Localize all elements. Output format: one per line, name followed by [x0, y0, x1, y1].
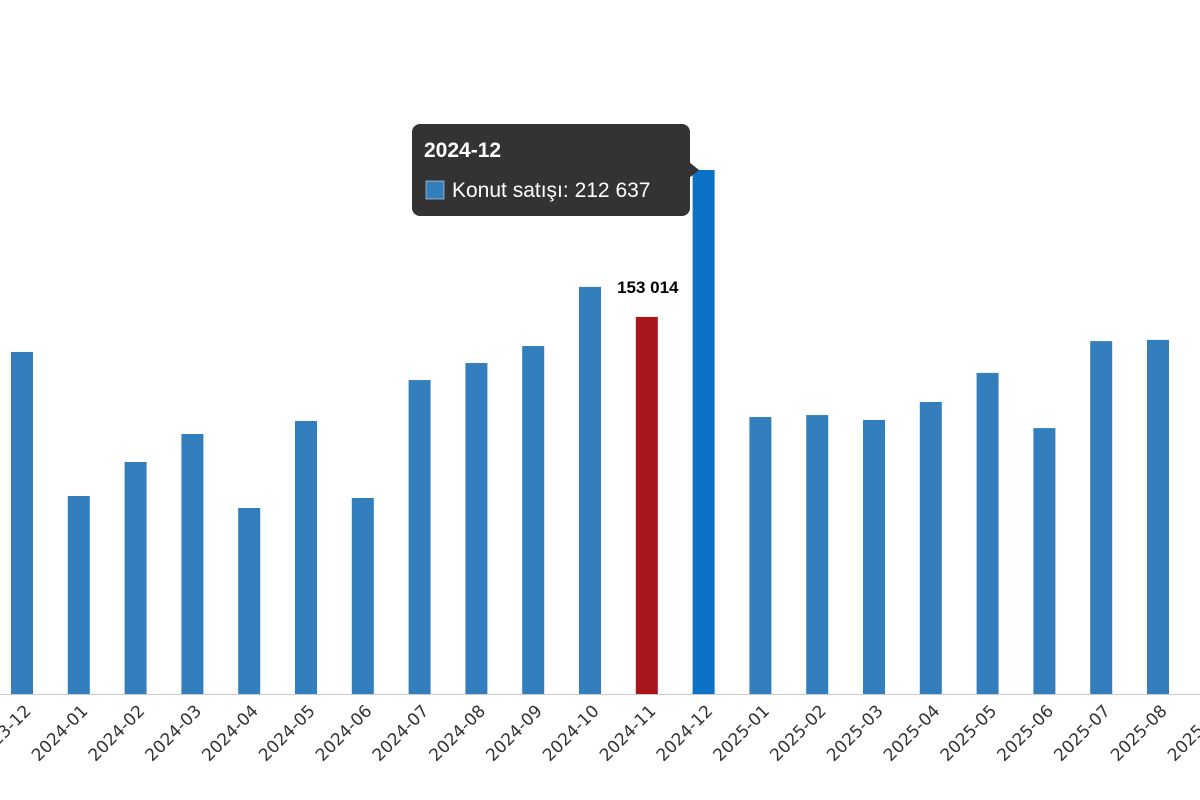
- x-tick-label: 2024-06: [312, 701, 376, 765]
- x-tick-label: 2025-04: [880, 701, 944, 765]
- x-tick-label: 2024-02: [85, 701, 149, 765]
- bar: [579, 286, 601, 694]
- bar: [124, 461, 147, 694]
- tooltip-box: [412, 124, 690, 216]
- bar: [465, 363, 488, 694]
- x-tick-label: 2025-02: [766, 701, 830, 765]
- bar: [692, 170, 715, 694]
- x-tick-label: 2025-05: [937, 701, 1001, 765]
- bar: [749, 417, 772, 694]
- bar: [67, 495, 90, 694]
- x-tick-label: 2024-08: [426, 701, 490, 765]
- x-tick-label: 2025-07: [1050, 701, 1114, 765]
- x-tick-label: 2025-08: [1107, 701, 1171, 765]
- x-tick-label: 2025-01: [710, 701, 774, 765]
- tooltip: 2024-12 Konut satışı: 212 637: [412, 124, 699, 216]
- x-tick-label: 2024-07: [369, 701, 433, 765]
- x-tick-label: 2024-01: [28, 701, 92, 765]
- bar: [1033, 428, 1056, 694]
- tooltip-title: 2024-12: [424, 139, 501, 162]
- bar: [295, 420, 317, 694]
- bar: [238, 507, 261, 694]
- bar: [976, 372, 999, 694]
- bar: [181, 434, 204, 694]
- tooltip-text: Konut satışı: 212 637: [452, 179, 651, 202]
- tooltip-sep: :: [563, 179, 575, 202]
- bar: [1090, 341, 1113, 694]
- x-tick-label: 2025-03: [823, 701, 887, 765]
- bars: 2023-122024-012024-022024-032024-042024-…: [0, 170, 1200, 766]
- x-tick-label: 2024-11: [596, 701, 660, 765]
- bar: [351, 497, 374, 694]
- bar: [919, 401, 942, 694]
- tooltip-value: 212 637: [575, 179, 651, 202]
- x-tick-label: 2025-06: [994, 701, 1058, 765]
- data-label: 153 014: [617, 278, 679, 297]
- tooltip-swatch: [425, 180, 445, 200]
- x-tick-label: 2024-09: [482, 701, 546, 765]
- x-tick-label: 2023-12: [0, 701, 36, 765]
- bar: [806, 415, 829, 694]
- x-tick-label: 2024-03: [142, 701, 206, 765]
- bar: [408, 380, 431, 694]
- bar: [522, 346, 545, 694]
- bar: [863, 419, 885, 694]
- bar: [11, 351, 33, 694]
- tooltip-pointer: [689, 162, 699, 178]
- bar: [1147, 339, 1169, 694]
- x-tick-label: 2024-04: [198, 701, 262, 765]
- bar: [635, 316, 658, 694]
- x-tick-label: 2024-10: [539, 701, 603, 765]
- x-tick-label: 2025-09: [1164, 701, 1200, 765]
- x-tick-label: 2024-12: [653, 701, 717, 765]
- tooltip-series: Konut satışı: [452, 179, 563, 202]
- x-tick-label: 2024-05: [255, 701, 319, 765]
